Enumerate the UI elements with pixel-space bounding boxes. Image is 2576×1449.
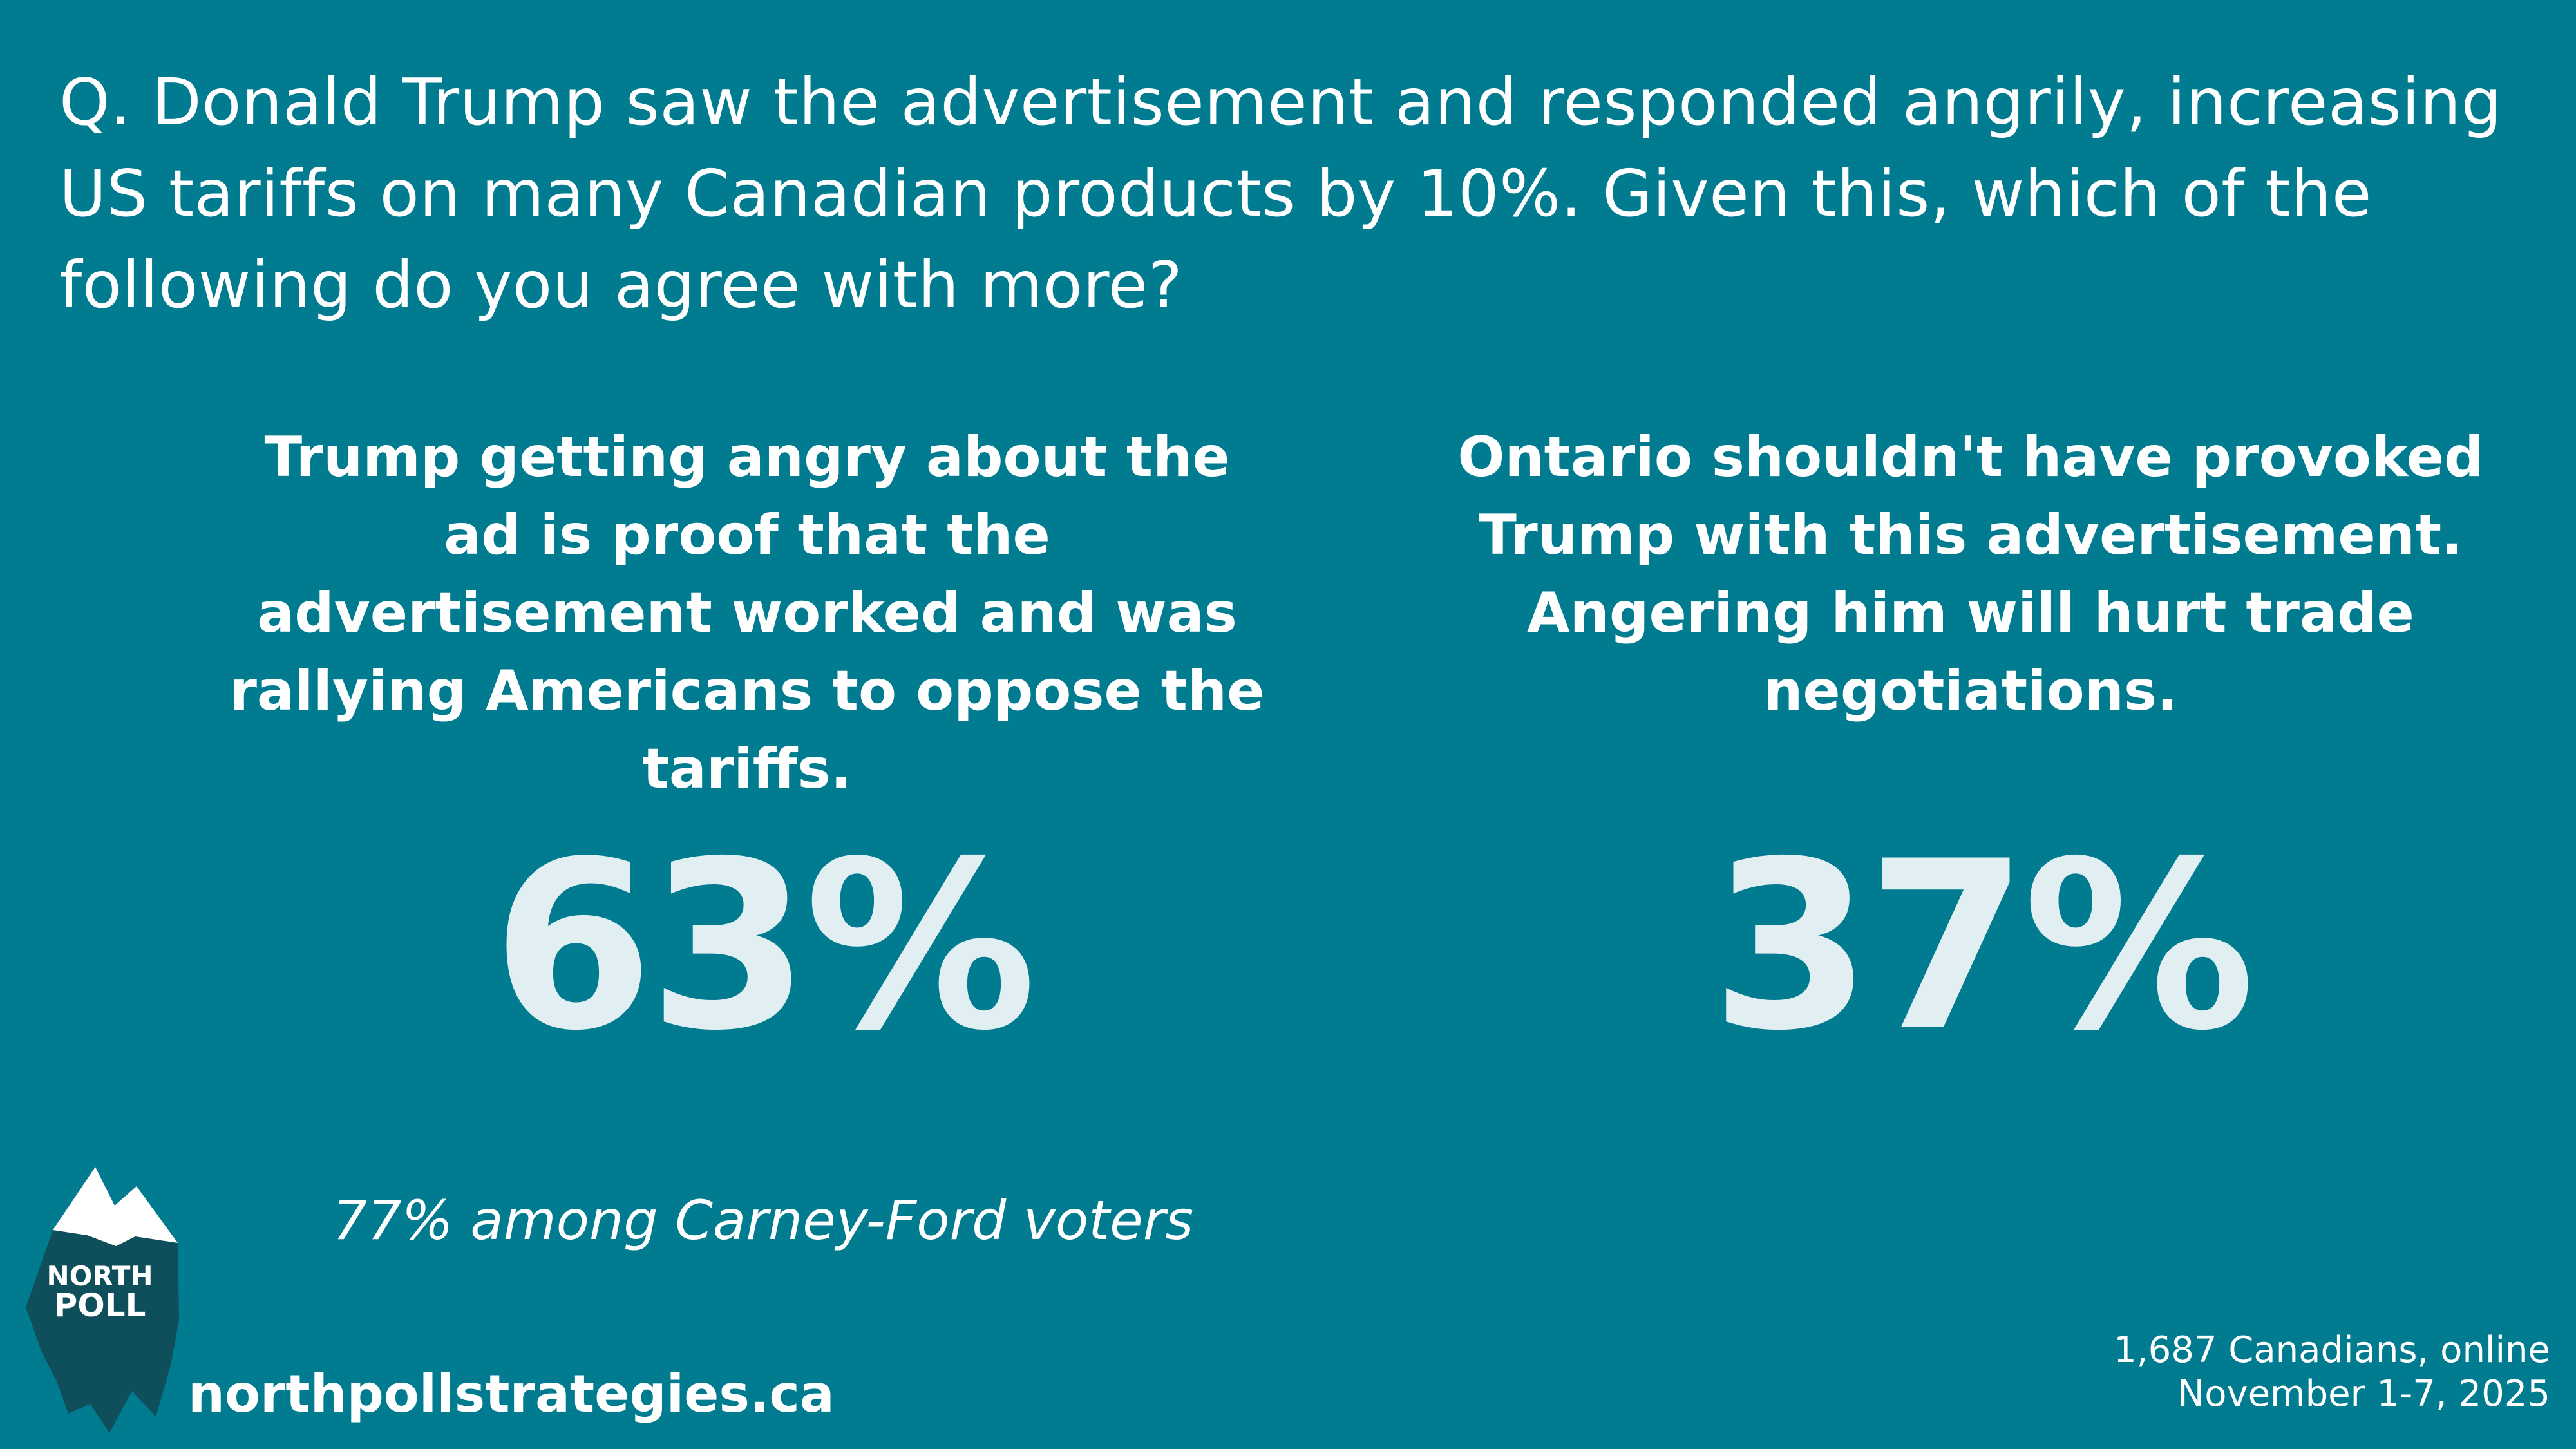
iceberg-logo-icon: NORTH POLL xyxy=(26,1167,179,1433)
north-poll-logo: NORTH POLL xyxy=(19,1159,193,1436)
methodology-footnote: 1,687 Canadians, online November 1-7, 20… xyxy=(2114,1329,2550,1416)
question-text: Q. Donald Trump saw the advertisement an… xyxy=(59,64,2503,323)
logo-text-north: NORTH xyxy=(46,1260,153,1292)
fieldwork-dates: November 1-7, 2025 xyxy=(2177,1373,2550,1415)
logo-text-poll: POLL xyxy=(54,1287,146,1324)
option-left-subgroup-note: 77% among Carney-Ford voters xyxy=(332,1189,1194,1252)
website-url[interactable]: northpollstrategies.ca xyxy=(188,1364,835,1424)
option-left-statement: Trump getting angry about the ad is proo… xyxy=(229,425,1265,801)
option-right-statement: Ontario shouldn't have provoked Trump wi… xyxy=(1457,425,2484,723)
option-right-percent: 37% xyxy=(1710,811,2255,1081)
sample-size: 1,687 Canadians, online xyxy=(2114,1329,2550,1371)
option-left-percent: 63% xyxy=(492,811,1037,1081)
